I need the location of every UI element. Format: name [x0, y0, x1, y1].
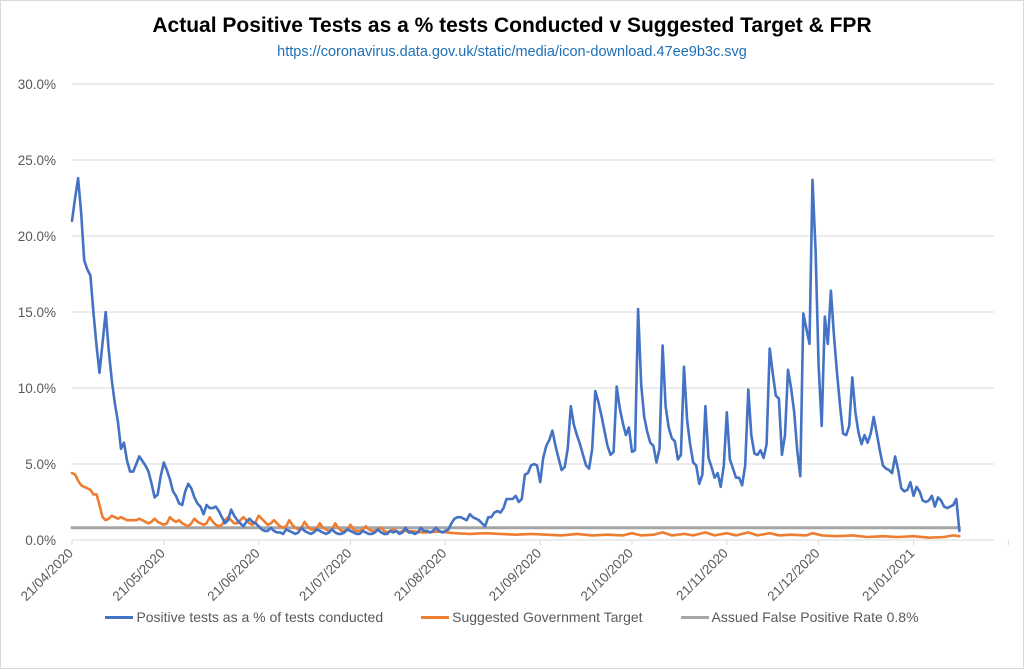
- chart-title: Actual Positive Tests as a % tests Condu…: [152, 14, 872, 37]
- x-tick-label: 21/08/2020: [391, 546, 449, 604]
- y-axis-ticks: 0.0% 5.0% 10.0% 15.0% 20.0% 25.0% 30.0%: [18, 77, 56, 548]
- series-line-government-target: [70, 471, 961, 540]
- x-axis: 21/04/2020 21/05/2020 21/06/2020 21/07/2020…: [18, 539, 1009, 604]
- x-tick-label: 21/04/2020: [18, 546, 76, 604]
- y-tick-label: 30.0%: [18, 77, 56, 92]
- x-tick-label: 21/09/2020: [486, 546, 544, 604]
- legend: Positive tests as a % of tests conducted…: [0, 609, 1024, 625]
- x-tick-label: 21/07/2020: [296, 546, 354, 604]
- series-lines: [70, 176, 961, 540]
- legend-label: Positive tests as a % of tests conducted: [136, 609, 384, 625]
- y-tick-label: 20.0%: [18, 229, 56, 244]
- chart-subtitle-link[interactable]: https://coronavirus.data.gov.uk/static/m…: [277, 44, 747, 60]
- y-tick-label: 5.0%: [25, 457, 56, 472]
- gridlines: [72, 83, 994, 465]
- legend-swatch-blue: [105, 615, 134, 619]
- y-tick-label: 0.0%: [25, 533, 56, 548]
- x-tick-label: 21/10/2020: [578, 546, 636, 604]
- legend-item-false-positive-rate[interactable]: Assued False Positive Rate 0.8%: [680, 609, 919, 625]
- x-tick-label: 21/01/2021: [859, 546, 917, 604]
- y-tick-label: 15.0%: [18, 305, 56, 320]
- x-tick-label: 21/06/2020: [204, 546, 262, 604]
- legend-label: Suggested Government Target: [452, 609, 643, 625]
- legend-item-positive-rate[interactable]: Positive tests as a % of tests conducted: [105, 609, 383, 625]
- series-line-positive-rate: [70, 176, 961, 536]
- legend-swatch-gray: [680, 615, 709, 619]
- x-tick-label: 21/05/2020: [110, 546, 168, 604]
- legend-item-government-target[interactable]: Suggested Government Target: [421, 609, 643, 625]
- x-tick-label: 21/12/2020: [764, 546, 822, 604]
- y-tick-label: 25.0%: [18, 153, 56, 168]
- x-tick-label: 21/11/2020: [673, 546, 731, 604]
- y-tick-label: 10.0%: [18, 381, 56, 396]
- legend-swatch-orange: [421, 615, 450, 619]
- legend-label: Assued False Positive Rate 0.8%: [711, 609, 919, 625]
